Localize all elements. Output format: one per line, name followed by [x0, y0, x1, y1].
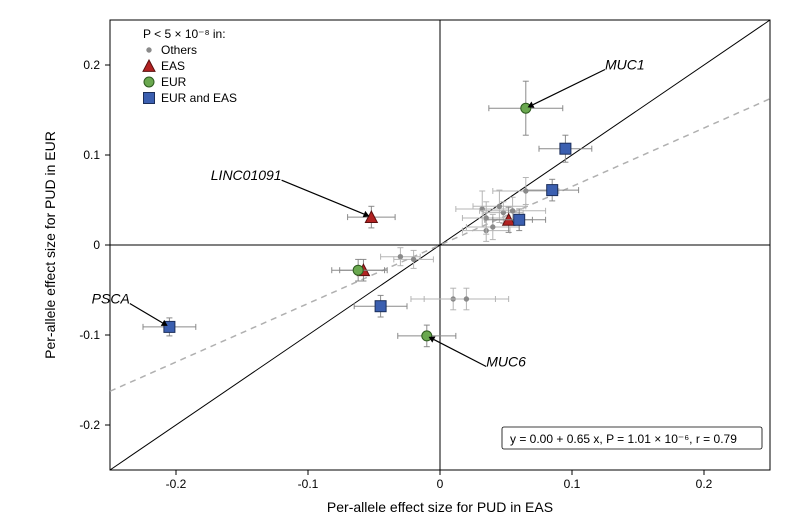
- regression-text: y = 0.00 + 0.65 x, P = 1.01 × 10⁻⁶, r = …: [510, 432, 737, 446]
- y-tick-label: 0: [93, 238, 100, 252]
- x-tick-label: 0.2: [696, 477, 713, 491]
- gene-label: LINC01091: [211, 167, 282, 183]
- marker-others: [510, 209, 514, 213]
- marker-both: [514, 214, 525, 225]
- legend-item: Others: [161, 43, 197, 57]
- x-tick-label: 0: [437, 477, 444, 491]
- marker-others: [398, 255, 402, 259]
- gene-label: PSCA: [92, 291, 130, 307]
- y-tick-label: 0.2: [83, 58, 100, 72]
- x-tick-label: 0.1: [564, 477, 581, 491]
- y-tick-label: -0.1: [79, 328, 100, 342]
- y-tick-label: 0.1: [83, 148, 100, 162]
- legend-item: EAS: [161, 59, 185, 73]
- legend-item: EUR: [161, 75, 187, 89]
- chart-svg: -0.2 -0.1 0 0.1 0.2 -0.2 -0.1 0 0.1 0.2 Per-allele…: [0, 0, 800, 530]
- marker-eur: [521, 103, 531, 113]
- marker-others: [147, 48, 151, 52]
- gene-label: MUC6: [486, 354, 526, 370]
- x-tick-label: -0.2: [166, 477, 187, 491]
- x-tick-label: -0.1: [298, 477, 319, 491]
- marker-others: [411, 257, 415, 261]
- marker-both: [560, 143, 571, 154]
- marker-others: [491, 225, 495, 229]
- marker-others: [464, 297, 468, 301]
- y-axis-label: Per-allele effect size for PUD in EUR: [42, 131, 58, 359]
- legend-title: P < 5 × 10⁻⁸ in:: [143, 27, 226, 41]
- marker-both: [144, 93, 155, 104]
- x-axis-label: Per-allele effect size for PUD in EAS: [327, 499, 553, 515]
- scatter-chart: -0.2 -0.1 0 0.1 0.2 -0.2 -0.1 0 0.1 0.2 Per-allele…: [0, 0, 800, 530]
- marker-both: [547, 185, 558, 196]
- marker-eur: [353, 265, 363, 275]
- y-tick-label: -0.2: [79, 418, 100, 432]
- legend-item: EUR and EAS: [161, 91, 237, 105]
- marker-both: [375, 301, 386, 312]
- gene-label: MUC1: [605, 57, 645, 73]
- marker-others: [497, 204, 501, 208]
- marker-eur: [144, 77, 154, 87]
